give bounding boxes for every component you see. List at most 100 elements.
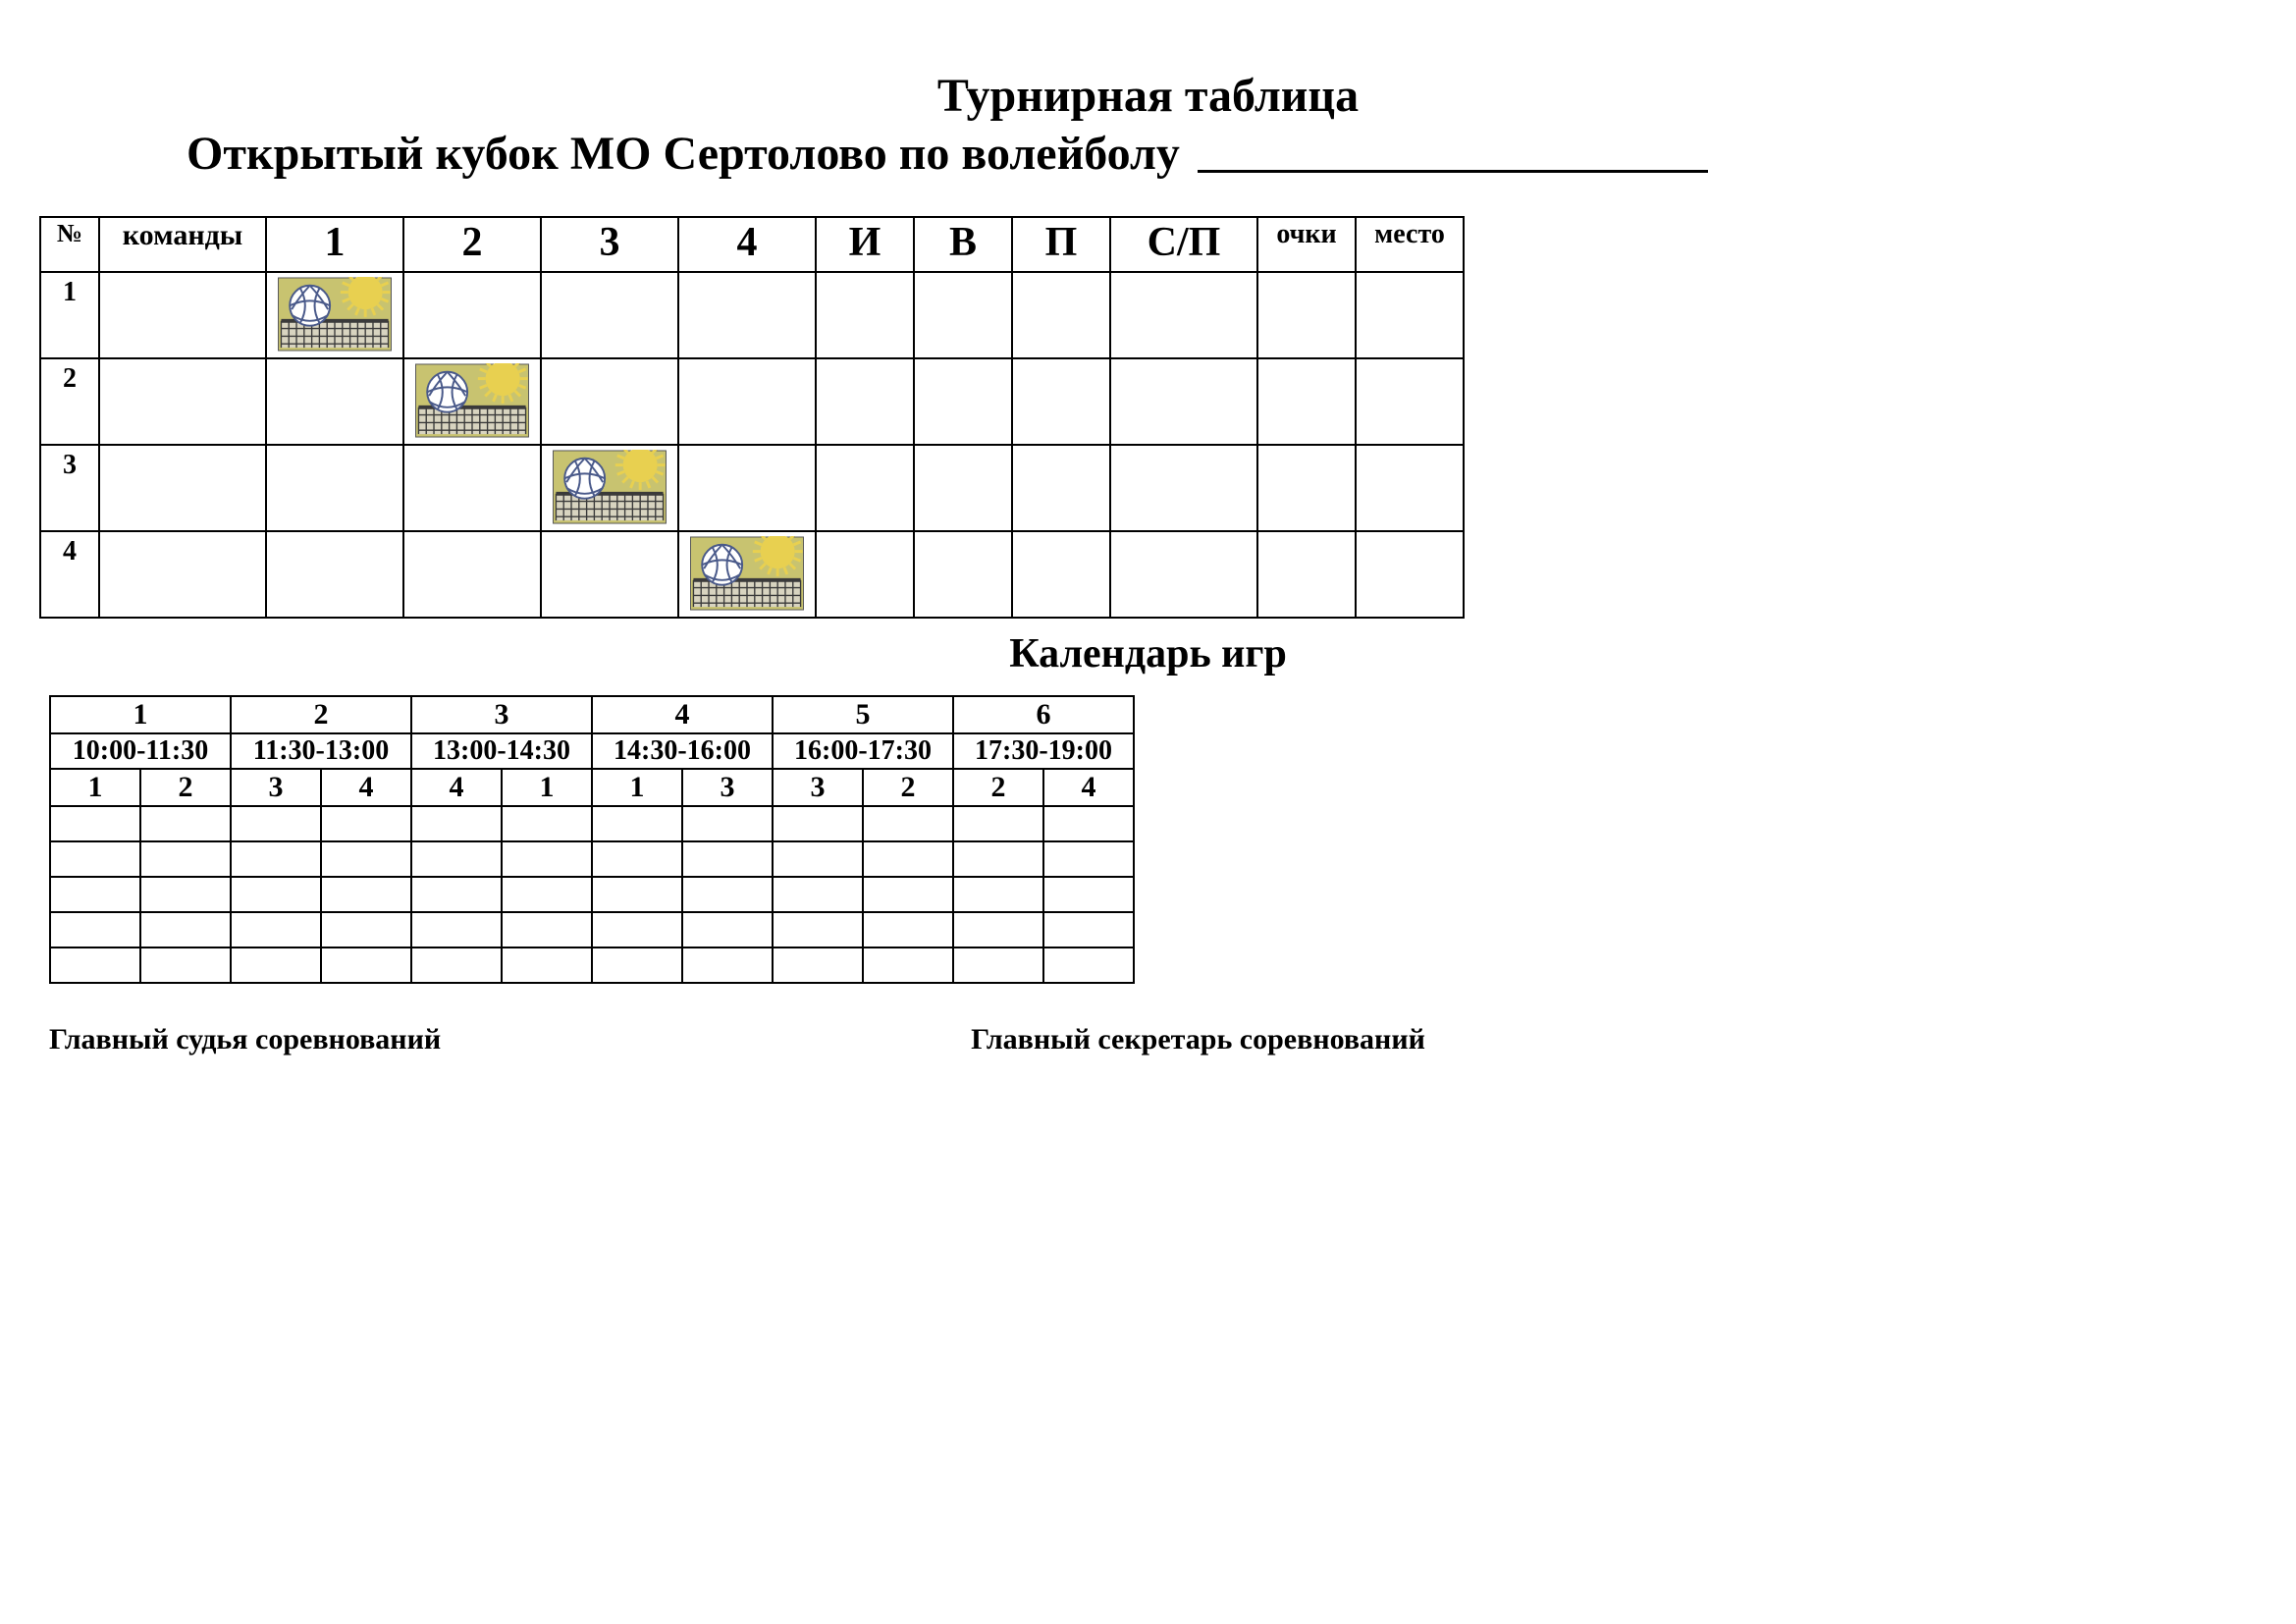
row-number: 4 [40, 531, 99, 618]
calendar-blank-cell [502, 912, 592, 947]
calendar-blank-row [50, 877, 1134, 912]
standings-table: № команды 1 2 3 4 И В П С/П очки место 1 [39, 216, 1465, 619]
team-name-cell [99, 272, 266, 358]
page-title-2-row: Открытый кубок МО Сертолово по волейболу [39, 127, 2257, 181]
calendar-pair-team: 1 [50, 769, 140, 806]
calendar-blank-cell [1043, 806, 1134, 841]
team-name-cell [99, 445, 266, 531]
th-num: № [40, 217, 99, 272]
standings-row: 3 [40, 445, 1464, 531]
row-number: 1 [40, 272, 99, 358]
volleyball-icon [689, 536, 805, 611]
calendar-blank-cell [592, 912, 682, 947]
stat-cell [914, 531, 1012, 618]
calendar-blank-cell [140, 912, 231, 947]
calendar-blank-cell [773, 806, 863, 841]
calendar-blank-cell [411, 841, 502, 877]
row-number: 3 [40, 445, 99, 531]
stat-cell [914, 272, 1012, 358]
row-number: 2 [40, 358, 99, 445]
team-name-cell [99, 531, 266, 618]
page-title-2: Открытый кубок МО Сертолово по волейболу [187, 127, 1180, 181]
calendar-blank-cell [50, 841, 140, 877]
calendar-blank-cell [231, 841, 321, 877]
calendar-title: Календарь игр [39, 630, 2257, 677]
match-cell [403, 272, 541, 358]
calendar-blank-cell [1043, 841, 1134, 877]
volleyball-icon [552, 450, 667, 524]
calendar-pair-team: 3 [773, 769, 863, 806]
th-stat-i: И [816, 217, 914, 272]
match-cell [541, 272, 678, 358]
calendar-pair-team: 2 [140, 769, 231, 806]
th-sp: С/П [1110, 217, 1257, 272]
stat-cell [1356, 272, 1464, 358]
calendar-blank-cell [321, 947, 411, 983]
calendar-blank-cell [863, 912, 953, 947]
calendar-blank-cell [592, 877, 682, 912]
calendar-blank-cell [411, 806, 502, 841]
stat-cell [1012, 272, 1110, 358]
calendar-blank-cell [953, 912, 1043, 947]
match-cell [266, 445, 403, 531]
calendar-blank-cell [50, 877, 140, 912]
calendar-time: 11:30-13:00 [231, 733, 411, 769]
stat-cell [1012, 531, 1110, 618]
calendar-blank-cell [773, 877, 863, 912]
calendar-blank-cell [321, 912, 411, 947]
calendar-pair-team: 1 [592, 769, 682, 806]
calendar-blank-cell [502, 877, 592, 912]
calendar-pair-team: 4 [321, 769, 411, 806]
calendar-blank-cell [231, 877, 321, 912]
calendar-pair-team: 2 [863, 769, 953, 806]
calendar-blank-cell [50, 912, 140, 947]
calendar-blank-cell [592, 806, 682, 841]
match-cell [541, 358, 678, 445]
calendar-blank-cell [863, 841, 953, 877]
standings-header-row: № команды 1 2 3 4 И В П С/П очки место [40, 217, 1464, 272]
calendar-pair-team: 1 [502, 769, 592, 806]
calendar-blank-cell [502, 806, 592, 841]
stat-cell [1110, 445, 1257, 531]
standings-row: 1 [40, 272, 1464, 358]
calendar-blank-cell [953, 947, 1043, 983]
stat-cell [914, 445, 1012, 531]
calendar-slot-number: 1 [50, 696, 231, 733]
stat-cell [914, 358, 1012, 445]
calendar-blank-cell [140, 877, 231, 912]
stat-cell [1012, 445, 1110, 531]
calendar-blank-cell [1043, 947, 1134, 983]
calendar-blank-cell [592, 841, 682, 877]
calendar-blank-cell [50, 947, 140, 983]
th-col-4: 4 [678, 217, 816, 272]
stat-cell [1012, 358, 1110, 445]
self-match-cell [678, 531, 816, 618]
th-stat-v: В [914, 217, 1012, 272]
stat-cell [1110, 272, 1257, 358]
calendar-blank-cell [682, 947, 773, 983]
calendar-blank-cell [863, 877, 953, 912]
stat-cell [816, 272, 914, 358]
calendar-pair-team: 4 [411, 769, 502, 806]
calendar-blank-row [50, 841, 1134, 877]
stat-cell [1257, 272, 1356, 358]
calendar-blank-cell [140, 841, 231, 877]
match-cell [403, 531, 541, 618]
calendar-blank-cell [140, 947, 231, 983]
signatures-row: Главный судья соревнований Главный секре… [39, 1023, 2257, 1056]
stat-cell [1257, 445, 1356, 531]
calendar-blank-cell [411, 947, 502, 983]
calendar-slot-number: 3 [411, 696, 592, 733]
calendar-blank-cell [773, 841, 863, 877]
stat-cell [1257, 531, 1356, 618]
title-underline [1198, 170, 1708, 173]
self-match-cell [541, 445, 678, 531]
calendar-pair-team: 4 [1043, 769, 1134, 806]
stat-cell [816, 358, 914, 445]
calendar-blank-cell [411, 877, 502, 912]
calendar-time: 17:30-19:00 [953, 733, 1134, 769]
chief-referee-label: Главный судья соревнований [49, 1023, 441, 1056]
match-cell [403, 445, 541, 531]
calendar-blank-cell [502, 947, 592, 983]
calendar-blank-cell [592, 947, 682, 983]
